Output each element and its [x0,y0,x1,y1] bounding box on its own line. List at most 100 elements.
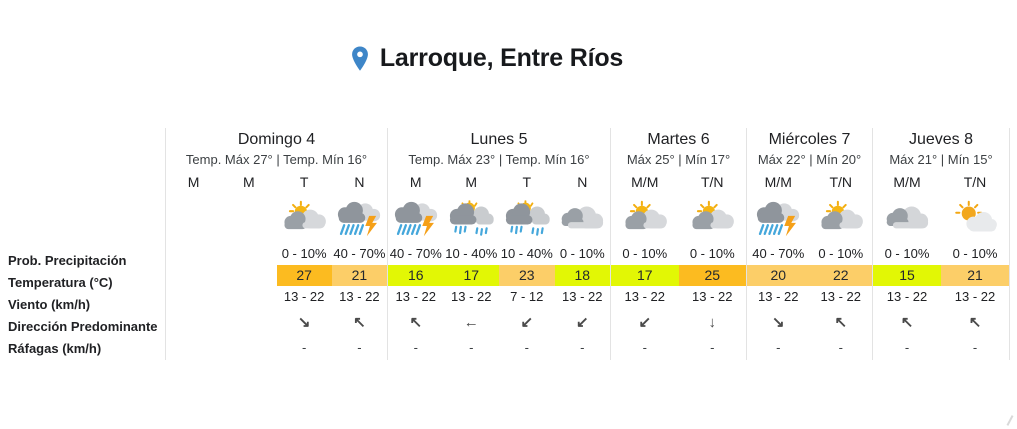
gust-value: - [776,340,781,355]
partly-cloudy-icon [620,199,670,239]
period-label: M [243,174,255,190]
storm-icon [753,199,803,239]
precipitation-value: 10 - 40% [500,246,553,261]
partly-cloudy-icon [816,199,866,239]
period-label: N [577,174,588,190]
day-column-miercoles: Miércoles 7 Máx 22° | Mín 20° M/M 40 - 7… [746,128,872,360]
precipitation-value: 0 - 10% [952,246,998,261]
period-label: M [409,174,422,190]
period-column: M [166,171,221,360]
precipitation-value: 0 - 10% [818,246,864,261]
cloudy-icon [882,199,932,239]
wind-value: 13 - 22 [758,289,799,304]
partly-cloudy-icon [279,199,329,239]
label-gusts: Ráfagas (km/h) [8,341,102,356]
wind-direction-arrow: ↖ [353,314,366,331]
period-column: T/N 0 - 10% 22 13 - 22 ↖ - [809,171,872,360]
period-column: M 40 - 70% 16 13 - 22 ↖ - [388,171,444,360]
day-name: Jueves 8 [908,131,974,148]
temperature-cell: 18 [554,265,610,286]
temperature-cell: 25 [678,265,746,286]
period-column: T/N 0 - 10% 21 13 - 22 ↖ - [941,171,1009,360]
wind-value: 13 - 22 [624,289,665,304]
temperature-cell: 21 [331,265,387,286]
gust-value: - [413,340,418,355]
period-column: T 0 - 10% 27 13 - 22 ↘ - [276,171,332,360]
wind-direction-arrow: ↖ [968,314,982,331]
temperature-cell: 15 [873,265,941,286]
day-minmax: Temp. Máx 27° | Temp. Mín 16° [185,152,368,167]
label-wind: Viento (km/h) [8,297,91,312]
wind-direction-arrow: ↙ [520,314,534,331]
wind-value: 13 - 22 [562,289,603,304]
wind-direction-arrow: ↘ [297,314,311,331]
wind-direction-arrow: ← [463,314,479,331]
wind-value: 13 - 22 [692,289,733,304]
day-minmax: Máx 25° | Mín 17° [626,152,731,167]
row-labels: Prob. Precipitación Temperatura (°C) Vie… [0,128,165,360]
gust-value: - [524,340,529,355]
period-column: N 0 - 10% 18 13 - 22 ↙ - [554,171,610,360]
day-minmax: Máx 21° | Mín 15° [889,152,993,167]
temperature-cell: 17 [611,265,679,286]
storm-icon [391,199,441,239]
gust-value: - [838,340,843,355]
temperature-cell: 22 [809,265,872,286]
wind-direction-arrow: ↓ [708,314,717,331]
cloudy-icon [557,199,607,239]
period-label: M/M [893,174,921,190]
wind-value: 13 - 22 [283,289,325,304]
period-label: N [354,174,365,190]
day-column-lunes: Lunes 5 Temp. Máx 23° | Temp. Mín 16° M … [387,128,610,360]
period-label: T [299,174,309,190]
wind-value: 13 - 22 [339,289,380,304]
wind-value: 13 - 22 [954,289,996,304]
day-minmax: Temp. Máx 23° | Temp. Mín 16° [408,152,590,167]
period-column: M/M 0 - 10% 17 13 - 22 ↙ - [611,171,679,360]
day-name: Lunes 5 [470,131,528,148]
label-precipitation: Prob. Precipitación [8,253,127,268]
precipitation-value: 40 - 70% [752,246,805,261]
precipitation-value: 0 - 10% [689,246,735,261]
wind-value: 7 - 12 [510,289,544,304]
period-label: T/N [700,174,724,190]
temperature-cell [221,265,276,286]
wind-value: 13 - 22 [451,289,492,304]
wind-direction-arrow: ↖ [834,314,848,331]
gust-value: - [642,340,647,355]
wind-direction-arrow: ↙ [638,314,652,331]
gust-value: - [904,340,910,355]
temperature-cell: 16 [388,265,444,286]
temperature-cell: 23 [499,265,555,286]
mostly-sunny-icon [950,199,1000,239]
gust-value: - [357,340,362,355]
day-column-martes: Martes 6 Máx 25° | Mín 17° M/M 0 - 10% 1… [610,128,746,360]
temperature-cell: 20 [747,265,810,286]
page-title: Larroque, Entre Ríos [379,44,624,72]
location-header: Larroque, Entre Ríos [0,44,995,73]
day-name: Domingo 4 [237,131,316,148]
period-label: T/N [963,174,987,190]
wind-direction-arrow: ↖ [900,314,914,331]
label-direction: Dirección Predominante [8,319,158,334]
period-column: M/M 40 - 70% 20 13 - 22 ↘ - [747,171,810,360]
sun-rain-icon [502,199,552,239]
period-column: N 40 - 70% 21 13 - 22 ↖ - [331,171,387,360]
period-column: M 10 - 40% 17 13 - 22 ← - [443,171,499,360]
period-label: M [187,174,200,190]
gust-value: - [469,340,474,355]
period-column: T/N 0 - 10% 25 13 - 22 ↓ - [678,171,746,360]
corner-mark [1006,415,1014,426]
gust-value: - [972,340,978,355]
temperature-cell: 17 [443,265,499,286]
storm-icon [334,199,384,239]
day-minmax: Máx 22° | Mín 20° [757,152,862,167]
temperature-cell: 27 [276,265,332,286]
day-column-jueves: Jueves 8 Máx 21° | Mín 15° M/M 0 - 10% 1… [872,128,1010,360]
precipitation-value: 0 - 10% [622,246,668,261]
period-label: M/M [631,174,659,190]
temperature-cell: 21 [941,265,1009,286]
precipitation-value: 0 - 10% [884,246,930,261]
precipitation-value: 0 - 10% [559,246,605,261]
